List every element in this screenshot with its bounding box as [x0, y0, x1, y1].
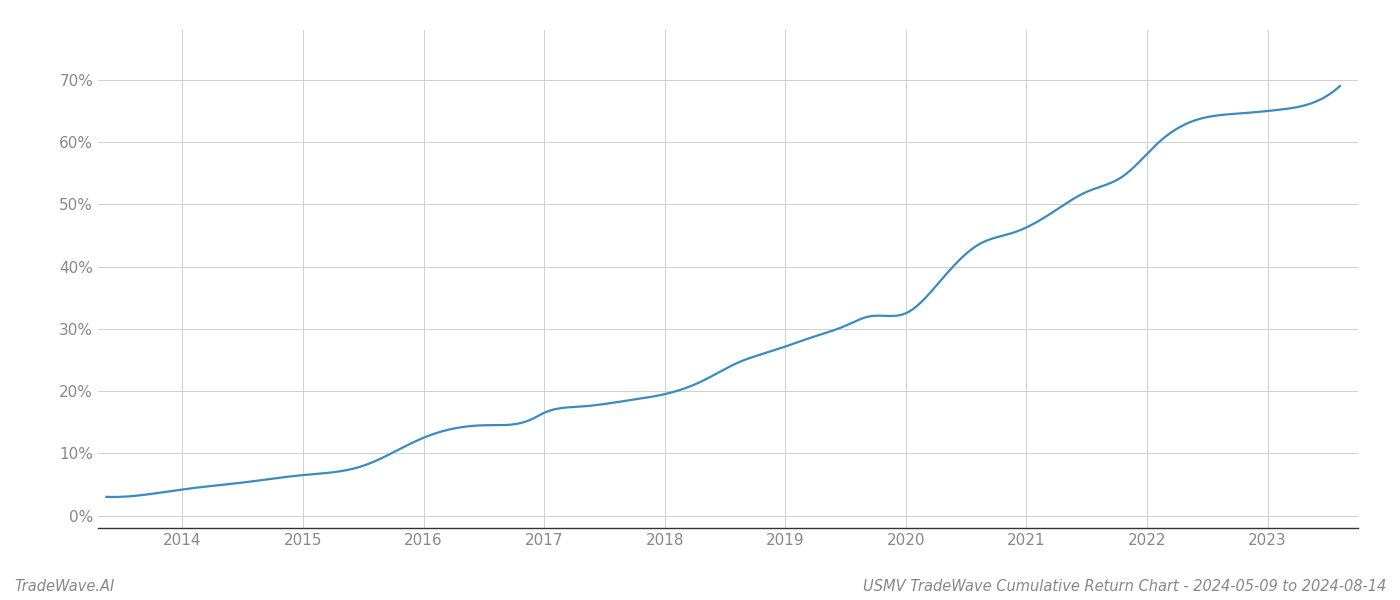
- Text: TradeWave.AI: TradeWave.AI: [14, 579, 115, 594]
- Text: USMV TradeWave Cumulative Return Chart - 2024-05-09 to 2024-08-14: USMV TradeWave Cumulative Return Chart -…: [862, 579, 1386, 594]
